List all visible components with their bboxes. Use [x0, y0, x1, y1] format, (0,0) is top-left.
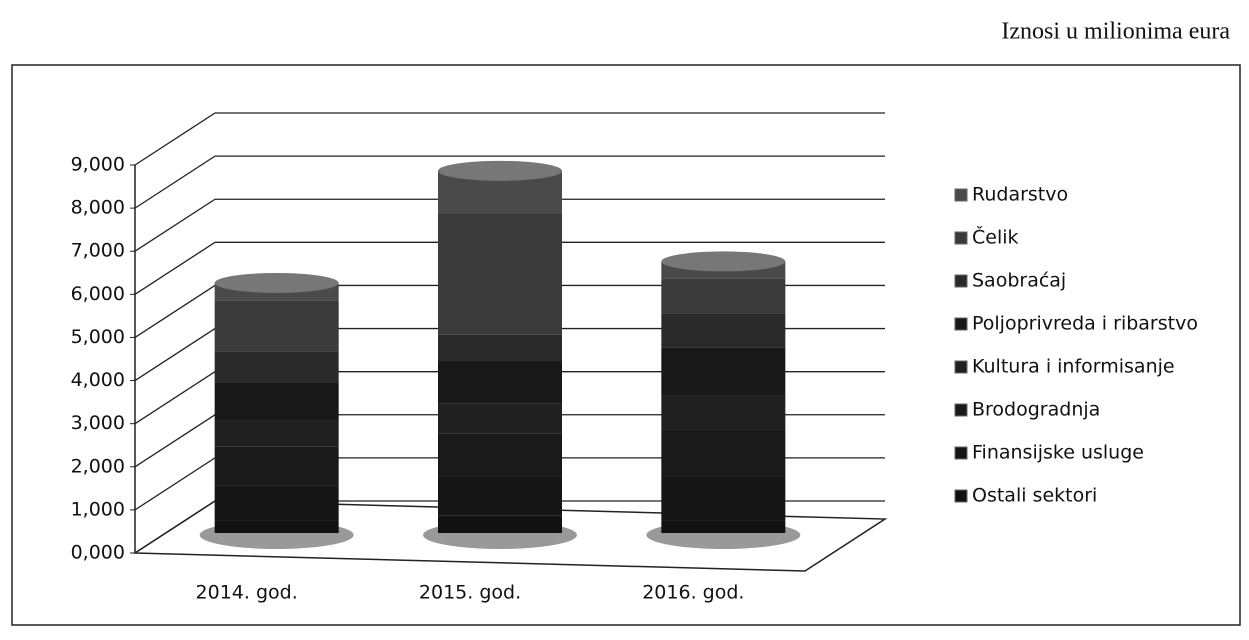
bar-segment — [661, 520, 786, 533]
legend-label: Saobraćaj — [972, 270, 1066, 292]
y-tick-label: 7,000 — [71, 240, 125, 262]
bar-segment — [661, 395, 786, 430]
x-tick-label: 2016. god. — [642, 582, 744, 604]
y-tick-label: 9,000 — [71, 154, 125, 176]
legend-label: Rudarstvo — [972, 184, 1068, 206]
grid-line — [134, 241, 885, 295]
legend-swatch — [954, 231, 968, 245]
legend-label: Brodogradnja — [972, 399, 1100, 421]
legend-swatch — [954, 489, 968, 503]
y-tick-label: 3,000 — [71, 412, 125, 434]
bar-segment — [214, 300, 339, 352]
legend-swatch — [954, 360, 968, 374]
y-tick-label: 0,000 — [71, 542, 125, 564]
legend-label: Ostali sektori — [972, 485, 1097, 507]
y-tick-label: 6,000 — [71, 283, 125, 305]
bar-top — [438, 160, 562, 181]
legend-swatch — [954, 446, 968, 460]
x-tick-label: 2014. god. — [196, 582, 298, 604]
bar-segment — [214, 520, 339, 533]
bar-segment — [214, 420, 339, 447]
legend-label: Čelik — [972, 225, 1019, 249]
bar-segment — [661, 313, 786, 348]
bar-top — [661, 251, 786, 272]
y-tick-label: 5,000 — [71, 326, 125, 348]
bar-segment — [661, 278, 786, 314]
bar-segment — [214, 446, 339, 486]
frame — [11, 64, 1241, 626]
bar-segment — [214, 382, 339, 421]
bar-segment — [661, 429, 786, 477]
grid-line — [134, 155, 885, 209]
bar-segment — [661, 476, 786, 521]
y-tick-label: 4,000 — [71, 369, 125, 391]
bar-segment — [438, 334, 562, 361]
legend-swatch — [954, 274, 968, 288]
bar-segment — [438, 213, 562, 335]
bar-top — [214, 272, 339, 293]
legend-label: Kultura i informisanje — [972, 356, 1175, 378]
legend-swatch — [954, 188, 968, 202]
grid-line — [134, 112, 885, 166]
bar-segment — [438, 403, 562, 434]
legend-label: Poljoprivreda i ribarstvo — [972, 313, 1198, 335]
grid-line — [134, 198, 885, 252]
legend-label: Finansijske usluge — [972, 442, 1144, 464]
y-tick-label: 2,000 — [71, 455, 125, 477]
bar-segment — [438, 433, 562, 477]
bar-segment — [214, 351, 339, 383]
bar-segment — [661, 347, 786, 396]
legend-swatch — [954, 403, 968, 417]
bar-segment — [438, 515, 562, 533]
bar-segment — [438, 476, 562, 516]
y-tick-label: 1,000 — [71, 498, 125, 520]
bar-segment — [438, 360, 562, 404]
legend-swatch — [954, 317, 968, 331]
x-tick-label: 2015. god. — [419, 582, 521, 604]
y-tick-label: 8,000 — [71, 197, 125, 219]
bar-segment — [214, 485, 339, 521]
chart-subtitle: Iznosi u milionima eura — [1001, 19, 1230, 45]
